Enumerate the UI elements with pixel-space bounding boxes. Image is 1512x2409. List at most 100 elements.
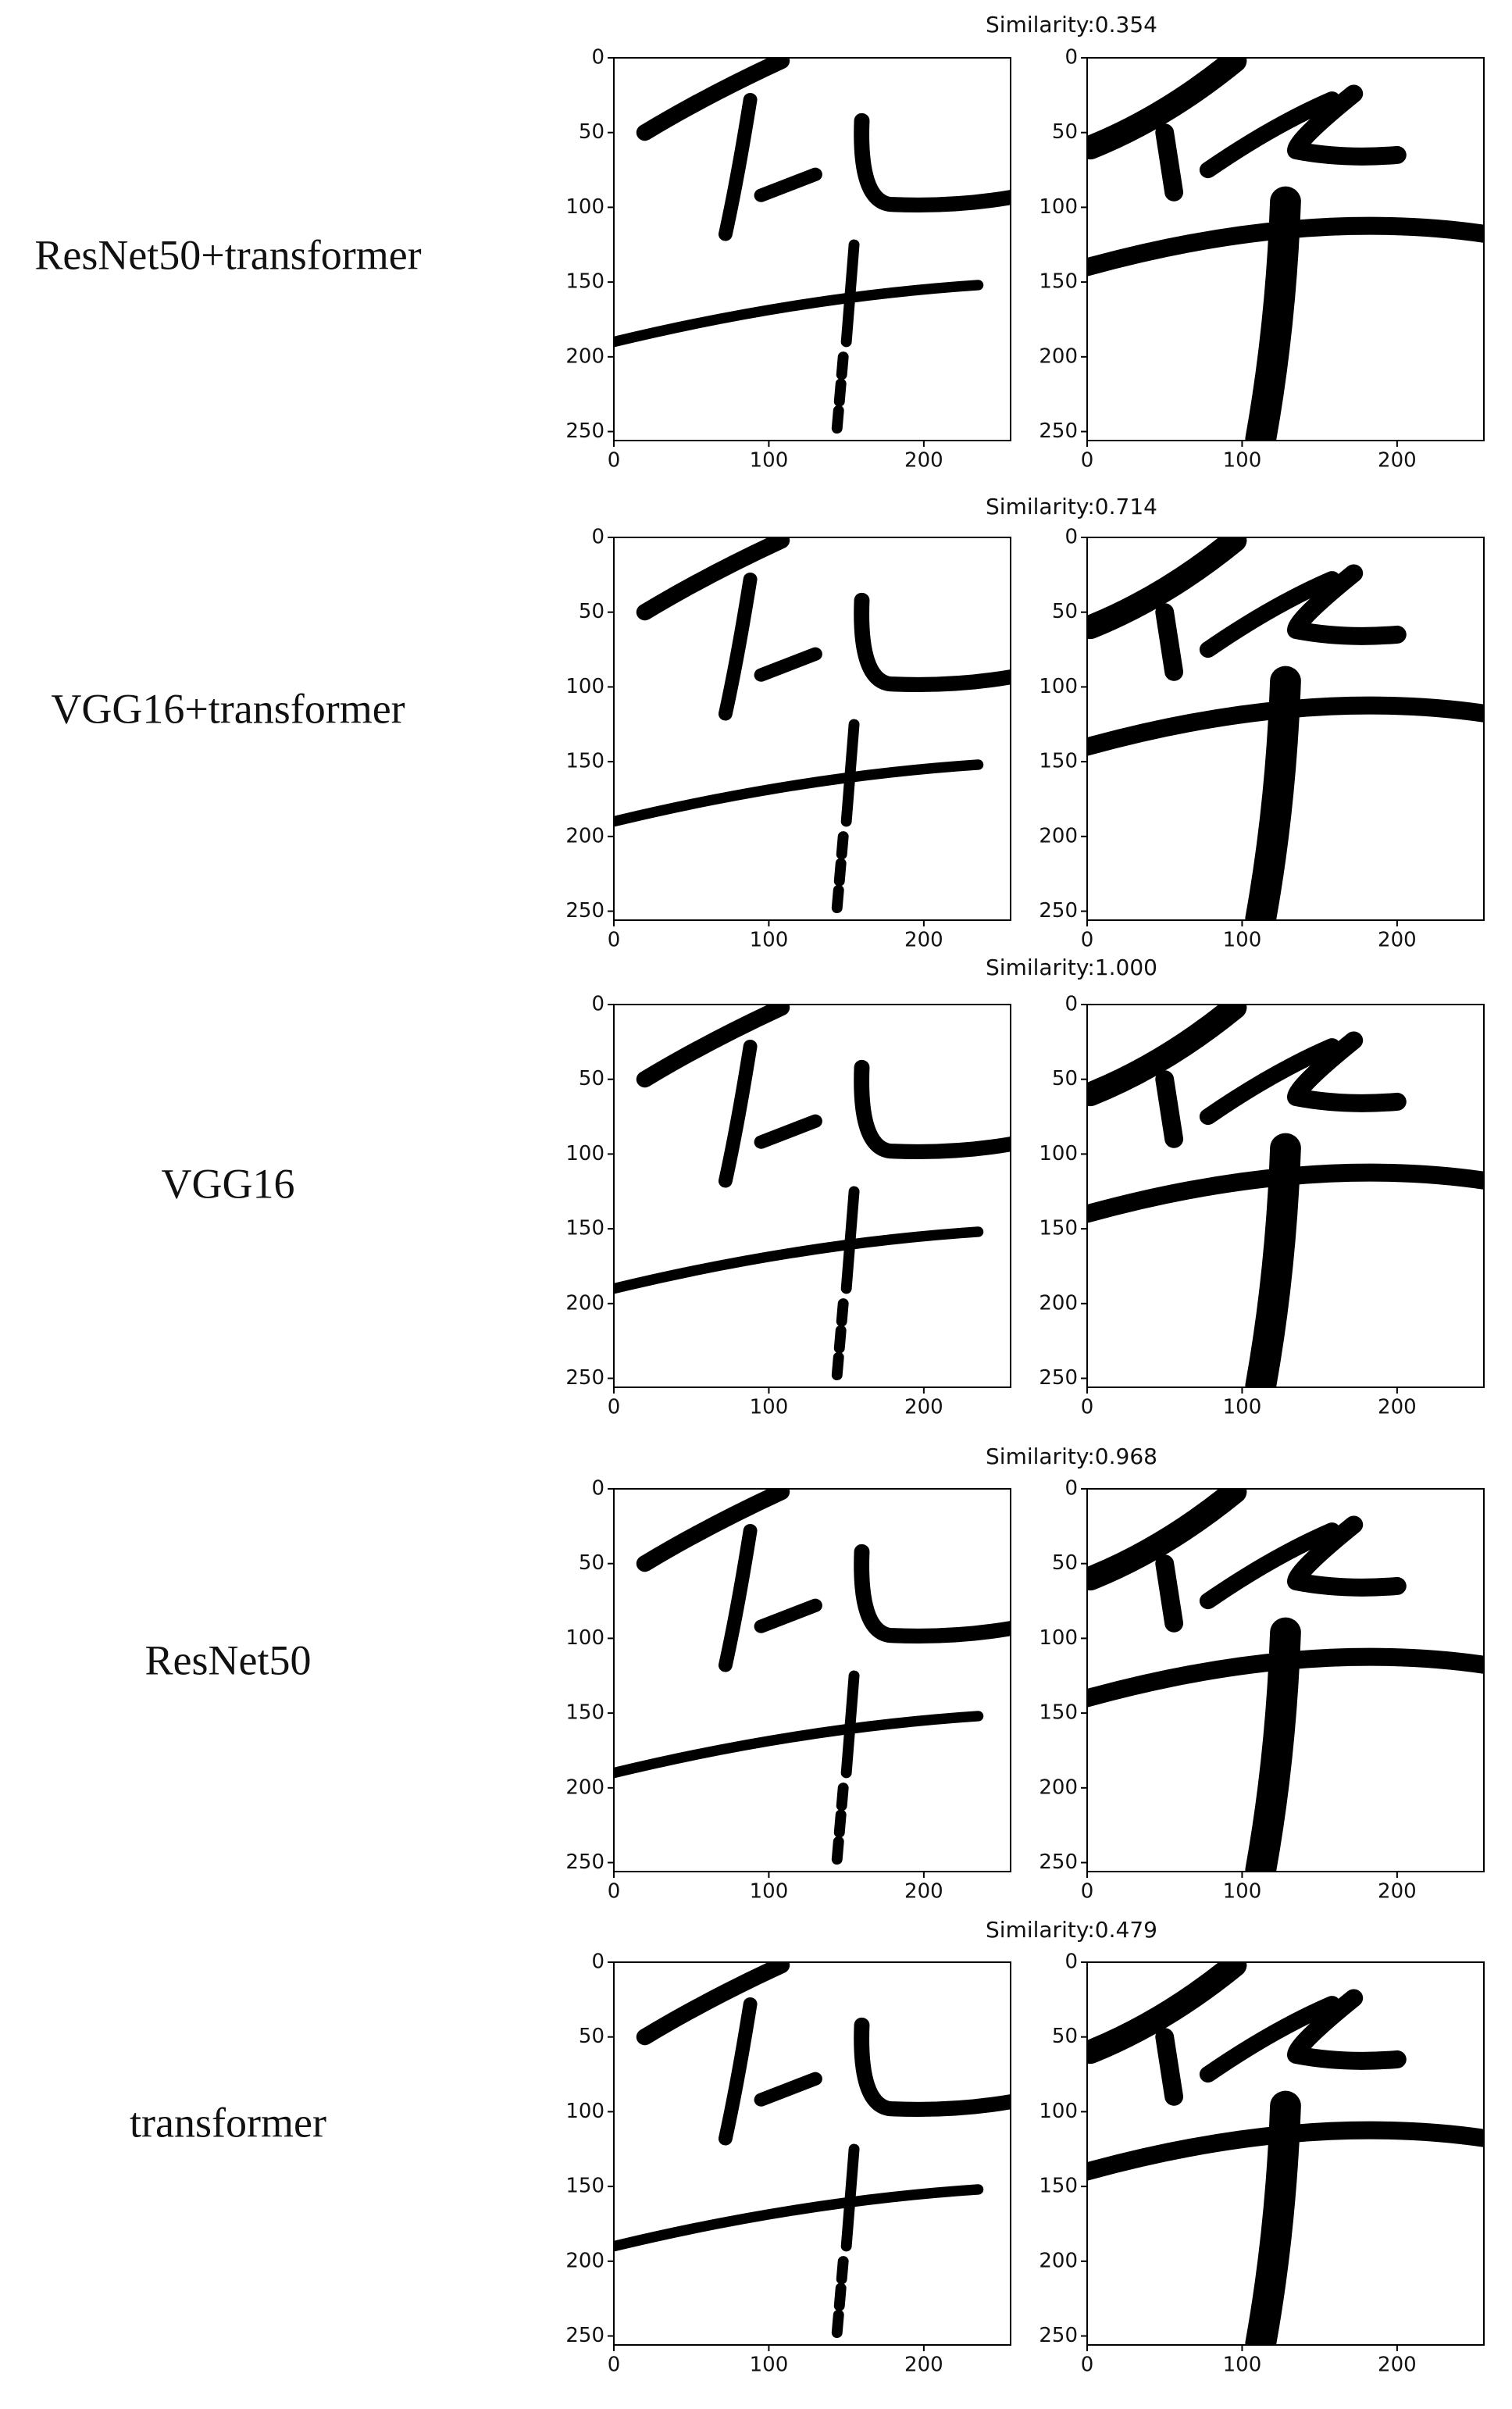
x-tick-label: 0 [608, 449, 621, 473]
y-tick-label: 250 [1039, 419, 1078, 443]
stroke [636, 58, 790, 141]
stroke [1199, 1038, 1341, 1126]
y-tick-label: 250 [565, 2324, 604, 2347]
y-tick-label: 150 [565, 270, 604, 294]
glyph [1087, 58, 1484, 441]
y-tick-label: 200 [565, 1776, 604, 1799]
stroke [718, 572, 758, 721]
stroke [754, 647, 822, 682]
stroke [831, 1783, 849, 1865]
y-tick-label: 250 [1039, 899, 1078, 923]
stroke [754, 167, 822, 202]
y-tick-label: 200 [1039, 824, 1078, 848]
x-tick-label: 0 [1081, 449, 1094, 473]
y-tick-label: 0 [591, 993, 604, 1016]
row-label: VGG16 [162, 1160, 295, 1207]
x-tick-label: 200 [1378, 449, 1417, 473]
x-tick-label: 0 [1081, 2354, 1094, 2377]
stroke [1286, 564, 1407, 645]
y-tick-label: 250 [1039, 1850, 1078, 1874]
y-tick-label: 50 [579, 120, 604, 144]
stroke [1199, 1996, 1341, 2083]
stroke [718, 1039, 758, 1188]
x-tick-label: 100 [1223, 449, 1262, 473]
stroke [1286, 84, 1407, 166]
similarity: Similarity:0.354 [986, 12, 1157, 37]
x-tick-label: 100 [750, 1880, 789, 1904]
stroke [1199, 571, 1341, 658]
x-tick-label: 0 [608, 1880, 621, 1904]
x-tick-label: 100 [1223, 929, 1262, 952]
row-label: ResNet50 [145, 1636, 312, 1683]
stroke [1155, 1070, 1184, 1148]
x-tick-label: 0 [1081, 1396, 1094, 1419]
y-tick-label: 150 [565, 1701, 604, 1725]
stroke [614, 1711, 984, 1779]
glyph [614, 1005, 1011, 1381]
x-tick-label: 100 [750, 2354, 789, 2377]
stroke [754, 2072, 822, 2107]
stroke [614, 759, 984, 827]
y-tick-label: 200 [1039, 1291, 1078, 1315]
y-tick-label: 50 [579, 1551, 604, 1575]
x-tick-label: 200 [904, 929, 943, 952]
glyph-image [1087, 58, 1484, 441]
y-tick-label: 150 [1039, 750, 1078, 773]
stroke [1245, 186, 1301, 441]
y-tick-label: 250 [1039, 2324, 1078, 2347]
x-tick-label: 100 [1223, 2354, 1262, 2377]
y-tick-label: 250 [565, 1850, 604, 1874]
y-tick-label: 100 [1039, 1142, 1078, 1165]
axes-frame [1086, 1961, 1485, 2346]
y-tick-label: 200 [565, 2249, 604, 2272]
glyph [614, 1962, 1011, 2339]
glyph-image [614, 58, 1011, 434]
y-tick-label: 50 [1052, 1067, 1078, 1090]
stroke [854, 2017, 1011, 2117]
stroke [1087, 1005, 1247, 1107]
glyph [1087, 537, 1484, 920]
stroke [754, 1114, 822, 1149]
y-tick-label: 200 [1039, 2249, 1078, 2272]
stroke [1199, 91, 1341, 179]
axes-frame [1086, 537, 1485, 921]
y-tick-label: 100 [565, 2100, 604, 2123]
y-tick-label: 150 [1039, 1701, 1078, 1725]
x-tick-label: 200 [904, 1396, 943, 1419]
x-tick-label: 200 [1378, 1396, 1417, 1419]
row-label: ResNet50+transformer [34, 231, 421, 278]
y-tick-label: 200 [565, 1291, 604, 1315]
stroke [1245, 1617, 1301, 1872]
stroke [854, 592, 1011, 692]
stroke [754, 1598, 822, 1633]
stroke [718, 1523, 758, 1672]
x-tick-label: 0 [608, 2354, 621, 2377]
stroke [1155, 2028, 1184, 2106]
y-tick-label: 100 [1039, 195, 1078, 219]
stroke [840, 1670, 860, 1779]
similarity: Similarity:0.714 [986, 494, 1157, 519]
axes-frame [613, 1004, 1011, 1388]
stroke [831, 1298, 849, 1381]
stroke [636, 1005, 790, 1088]
axes-frame [613, 537, 1011, 921]
glyph-image [614, 1489, 1011, 1865]
stroke [1286, 1515, 1407, 1597]
x-tick-label: 200 [904, 1880, 943, 1904]
x-tick-label: 100 [1223, 1880, 1262, 1904]
stroke [1245, 1133, 1301, 1387]
x-tick-label: 200 [904, 449, 943, 473]
x-tick-label: 0 [1081, 929, 1094, 952]
y-tick-label: 50 [1052, 2025, 1078, 2048]
y-tick-label: 0 [591, 526, 604, 549]
stroke [831, 2256, 849, 2339]
axes-frame [1086, 1004, 1485, 1388]
stroke [636, 1962, 790, 2046]
x-tick-label: 100 [750, 929, 789, 952]
y-tick-label: 150 [565, 1217, 604, 1240]
y-tick-label: 150 [1039, 2175, 1078, 2198]
x-tick-label: 0 [608, 1396, 621, 1419]
y-tick-label: 250 [565, 899, 604, 923]
axes-frame [613, 1488, 1011, 1872]
y-tick-label: 50 [1052, 120, 1078, 144]
